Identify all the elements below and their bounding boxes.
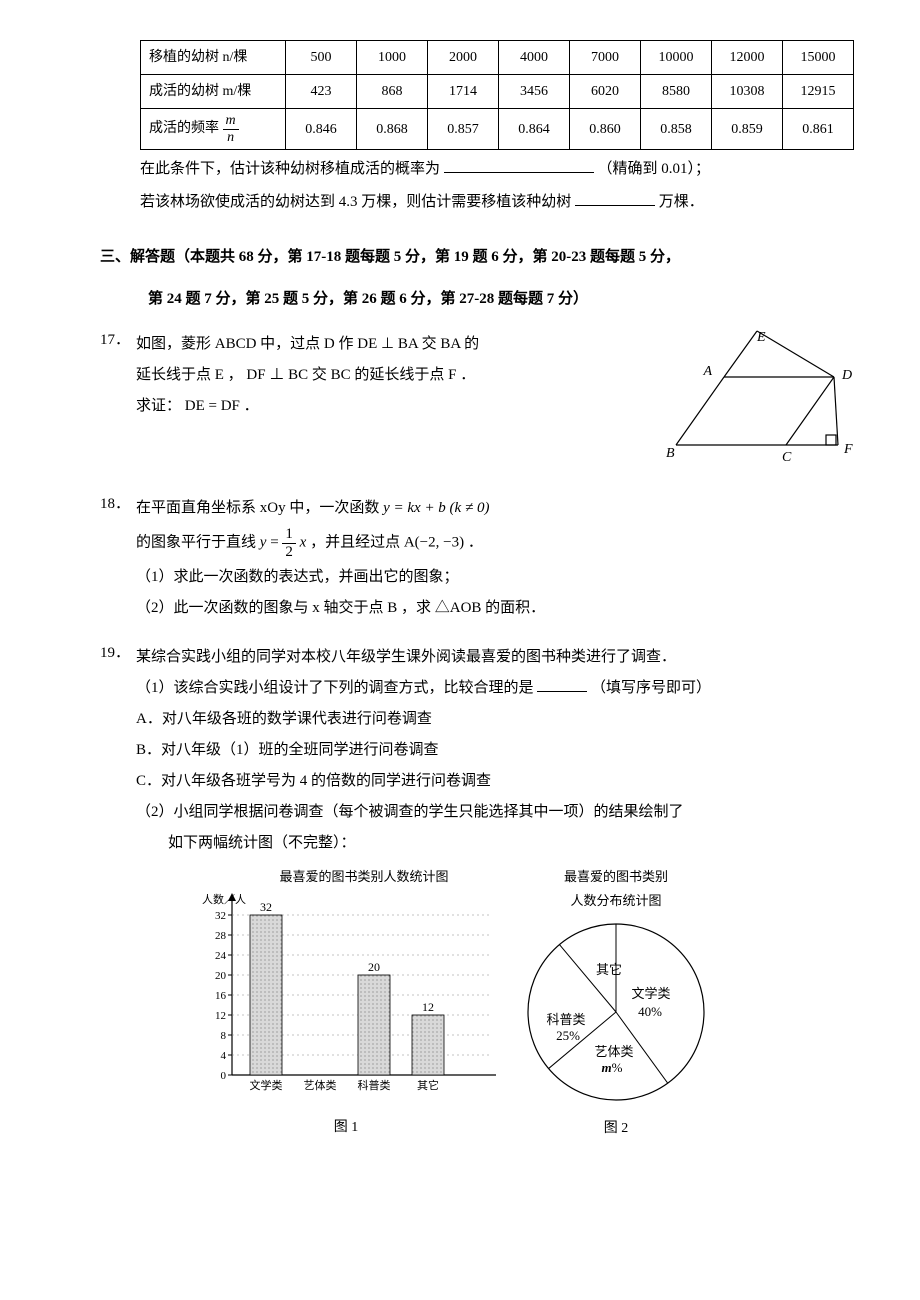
svg-text:人数／人: 人数／人 bbox=[202, 893, 246, 906]
pie-chart-block: 最喜爱的图书类别 人数分布统计图 文学类40%艺体类m%科普类25%其它 图 2 bbox=[516, 865, 716, 1141]
svg-text:F: F bbox=[843, 442, 853, 457]
question-19: 19． 某综合实践小组的同学对本校八年级学生课外阅读最喜爱的图书种类进行了调查．… bbox=[100, 640, 860, 1141]
svg-text:E: E bbox=[756, 330, 766, 345]
row2-label: 成活的幼树 m/棵 bbox=[141, 75, 286, 109]
svg-text:C: C bbox=[782, 450, 792, 465]
after-table-line1: 在此条件下，估计该种幼树移植成活的概率为 （精确到 0.01）； bbox=[140, 156, 860, 183]
svg-text:D: D bbox=[841, 368, 852, 383]
svg-text:科普类: 科普类 bbox=[546, 1012, 585, 1027]
bar-chart-block: 最喜爱的图书类别人数统计图 048121620242832人数／人类别32文学类… bbox=[196, 865, 496, 1140]
svg-text:28: 28 bbox=[215, 930, 227, 942]
section3-title: 三、解答题（本题共 68 分，第 17-18 题每题 5 分，第 19 题 6 … bbox=[100, 244, 860, 271]
svg-text:文学类: 文学类 bbox=[250, 1078, 283, 1092]
row3-label: 成活的频率 m n bbox=[141, 109, 286, 150]
svg-text:25%: 25% bbox=[556, 1028, 580, 1043]
blank-count bbox=[575, 205, 655, 206]
fraction-half: 1 2 bbox=[282, 526, 296, 560]
blank-probability bbox=[444, 172, 594, 173]
row1-label: 移植的幼树 n/棵 bbox=[141, 41, 286, 75]
svg-text:文学类: 文学类 bbox=[631, 986, 670, 1001]
svg-text:艺体类: 艺体类 bbox=[304, 1078, 337, 1092]
fraction-m-over-n: m n bbox=[223, 113, 239, 145]
svg-text:32: 32 bbox=[215, 910, 226, 922]
survival-table: 移植的幼树 n/棵 500 1000 2000 4000 7000 10000 … bbox=[140, 40, 854, 150]
svg-text:其它: 其它 bbox=[417, 1078, 439, 1092]
rhombus-figure: E A D B C F bbox=[660, 327, 860, 477]
section3-sub: 第 24 题 7 分，第 25 题 5 分，第 26 题 6 分，第 27-28… bbox=[148, 286, 860, 313]
svg-text:A: A bbox=[702, 364, 712, 379]
svg-text:12: 12 bbox=[422, 1000, 434, 1014]
question-18: 18． 在平面直角坐标系 xOy 中，一次函数 y = kx + b (k ≠ … bbox=[100, 491, 860, 626]
svg-text:B: B bbox=[666, 446, 675, 461]
blank-method bbox=[537, 691, 587, 692]
svg-text:12: 12 bbox=[215, 1010, 226, 1022]
svg-text:20: 20 bbox=[368, 960, 380, 974]
svg-text:8: 8 bbox=[221, 1030, 227, 1042]
svg-text:艺体类: 艺体类 bbox=[594, 1044, 633, 1059]
svg-text:科普类: 科普类 bbox=[358, 1078, 391, 1092]
svg-text:其它: 其它 bbox=[596, 962, 622, 977]
svg-text:40%: 40% bbox=[638, 1004, 662, 1019]
bar-chart: 048121620242832人数／人类别32文学类艺体类20科普类12其它 bbox=[196, 891, 496, 1101]
svg-text:16: 16 bbox=[215, 990, 227, 1002]
pie-chart: 文学类 40% 艺体类m% 科普类25% 其它 bbox=[516, 912, 716, 1112]
after-table-line2: 若该林场欲使成活的幼树达到 4.3 万棵，则估计需要移植该种幼树 万棵． bbox=[140, 189, 860, 216]
svg-text:24: 24 bbox=[215, 950, 227, 962]
svg-text:32: 32 bbox=[260, 900, 272, 914]
svg-text:20: 20 bbox=[215, 970, 227, 982]
question-17: 17． E A D B bbox=[100, 327, 860, 477]
svg-text:0: 0 bbox=[221, 1070, 227, 1082]
svg-text:m%: m% bbox=[602, 1060, 623, 1075]
svg-text:4: 4 bbox=[221, 1050, 227, 1062]
